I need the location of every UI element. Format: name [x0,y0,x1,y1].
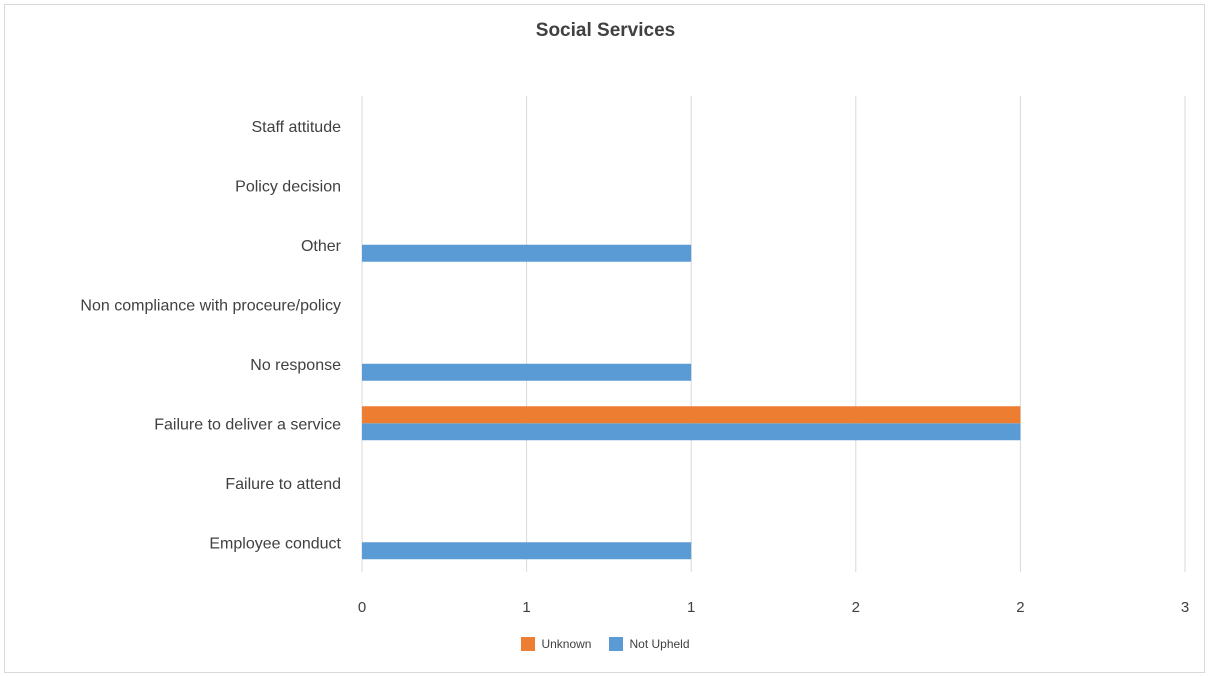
category-label: Failure to deliver a service [154,416,341,433]
category-label: No response [250,357,341,374]
bar-not-upheld [362,363,692,381]
category-label: Employee conduct [209,535,341,552]
x-tick-label: 2 [1016,599,1024,616]
legend-swatch [521,637,536,651]
bar-not-upheld [362,423,1021,441]
chart-legend: Unknown Not Upheld [0,637,1211,651]
bar-unknown [362,406,1021,424]
bar-not-upheld [362,244,692,262]
x-tick-label: 0 [358,599,366,616]
x-tick-label: 1 [522,599,530,616]
legend-item: Unknown [521,637,591,651]
bar-not-upheld [362,542,692,560]
category-label: Other [301,238,342,255]
legend-item: Not Upheld [609,637,690,651]
category-label: Failure to attend [225,476,341,493]
x-tick-label: 1 [687,599,695,616]
category-label: Staff attitude [251,119,341,136]
chart-title: Social Services [535,20,676,41]
chart-frame [4,4,1205,673]
category-label: Non compliance with proceure/policy [80,297,341,314]
x-tick-label: 3 [1181,599,1189,616]
legend-label: Unknown [541,637,592,651]
x-tick-label: 2 [852,599,860,616]
category-label: Policy decision [235,178,341,195]
legend-label: Not Upheld [629,637,690,651]
legend-swatch [609,637,624,651]
